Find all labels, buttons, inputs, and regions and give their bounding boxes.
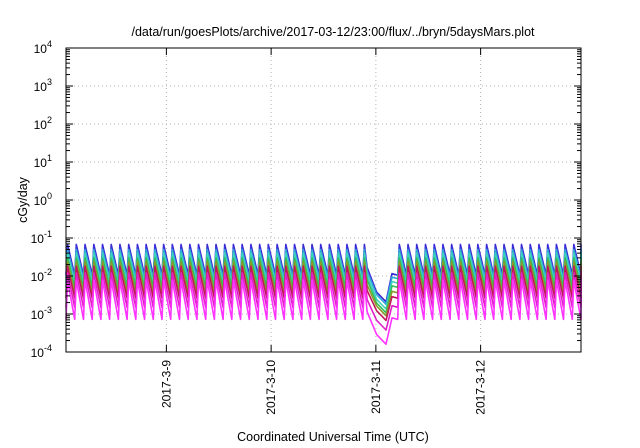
- x-tick-label: 2017-3-11: [369, 360, 383, 414]
- y-axis-label: cGy/day: [16, 176, 30, 223]
- series-group: [65, 243, 582, 345]
- y-tick-label: 10-2: [31, 267, 52, 284]
- series-line: [65, 279, 582, 345]
- x-axis-label: Coordinated Universal Time (UTC): [237, 430, 429, 444]
- plot-frame: [65, 47, 582, 353]
- x-tick-label: 2017-3-10: [264, 360, 278, 415]
- y-tick-label: 10-4: [31, 343, 52, 360]
- y-tick-label: 102: [34, 115, 52, 132]
- y-tick-label: 100: [34, 191, 52, 208]
- y-tick-label: 103: [34, 77, 52, 94]
- x-tick-label: 2017-3-12: [474, 360, 488, 415]
- y-tick-label: 10-3: [31, 305, 52, 322]
- chart-title: /data/run/goesPlots/archive/2017-03-12/2…: [131, 25, 535, 39]
- x-axis: 2017-3-9 2017-3-10 2017-3-11 2017-3-12: [159, 48, 488, 415]
- y-tick-label: 101: [34, 153, 52, 170]
- grid: [66, 48, 581, 352]
- y-tick-label: 10-1: [31, 229, 52, 246]
- x-tick-label: 2017-3-9: [159, 360, 173, 408]
- y-tick-label: 104: [34, 39, 52, 56]
